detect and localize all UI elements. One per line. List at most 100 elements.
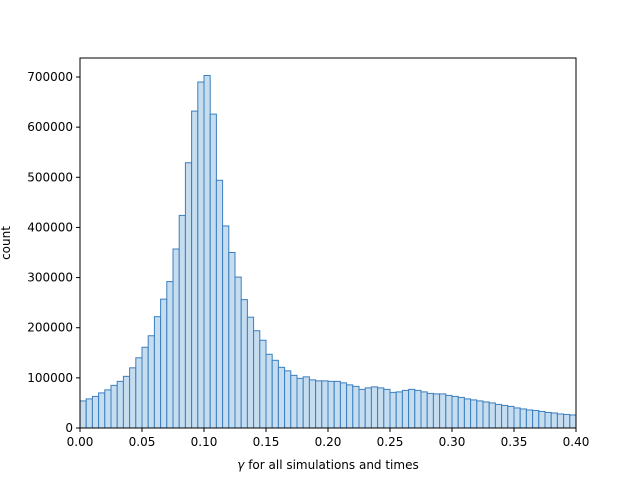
histogram-bar (166, 281, 174, 429)
x-axis-ticks: 0.00 0.05 0.10 0.15 0.20 0.25 0.30 0.35 0.40 (67, 428, 590, 449)
histogram-bar (178, 214, 186, 429)
histogram-bar (476, 400, 484, 429)
histogram-bar (538, 410, 546, 429)
histogram-bar (519, 408, 527, 429)
histogram-bar (507, 405, 515, 429)
histogram-bar (284, 370, 292, 429)
histogram-bar (457, 396, 465, 429)
x-axis-label: γ for all simulations and times (237, 458, 418, 472)
histogram-bar (160, 298, 168, 429)
x-axis-label-symbol: γ (237, 458, 245, 472)
y-tick-label: 200000 (27, 321, 73, 335)
y-tick-label: 0 (65, 421, 73, 435)
histogram-bar (104, 389, 112, 429)
histogram-bar (253, 330, 261, 429)
histogram-bar (544, 411, 552, 429)
y-axis-label: count (0, 226, 13, 260)
histogram-bar (85, 398, 93, 429)
y-axis-ticks: 0 100000 200000 300000 400000 500000 600000 700… (27, 70, 80, 435)
histogram-bar (259, 339, 267, 429)
histogram-bar (501, 404, 509, 429)
histogram-bar (488, 402, 496, 429)
histogram-bar (234, 276, 242, 429)
histogram-bar (277, 366, 286, 429)
histogram-bar (265, 353, 273, 429)
histogram-bar (525, 409, 534, 429)
histogram-bar (228, 252, 236, 429)
histogram-bars (79, 74, 577, 429)
histogram-bar (370, 386, 379, 429)
histogram-bar (222, 225, 230, 429)
histogram-bar (246, 316, 255, 429)
histogram-bar (408, 388, 416, 429)
histogram-bar (377, 387, 385, 429)
histogram-bar (432, 393, 441, 429)
histogram-bar (556, 413, 565, 429)
histogram-bar (395, 391, 403, 429)
x-tick-label: 0.20 (315, 435, 342, 449)
histogram-bar (439, 393, 447, 429)
histogram-bar (482, 401, 490, 429)
y-tick-label: 300000 (27, 271, 73, 285)
histogram-bar (141, 346, 149, 429)
histogram-bar (116, 380, 124, 429)
histogram-bar (414, 389, 422, 429)
histogram-bar (153, 316, 162, 429)
histogram-bar (532, 409, 540, 429)
y-tick-label: 400000 (27, 220, 73, 234)
x-tick-label: 0.15 (253, 435, 280, 449)
histogram-bar (302, 376, 310, 429)
histogram-bar (240, 299, 248, 429)
histogram-bar (420, 391, 428, 429)
x-tick-label: 0.05 (129, 435, 156, 449)
x-tick-label: 0.30 (439, 435, 466, 449)
x-tick-label: 0.00 (67, 435, 94, 449)
histogram-bar (470, 399, 478, 429)
histogram-bar (290, 374, 298, 429)
histogram-bar (209, 113, 217, 429)
y-tick-label: 500000 (27, 170, 73, 184)
histogram-bar (569, 414, 577, 429)
histogram-bar (389, 391, 397, 429)
x-tick-label: 0.35 (501, 435, 528, 449)
histogram-bar (563, 413, 571, 429)
x-tick-label: 0.40 (563, 435, 590, 449)
histogram-bar (494, 403, 503, 429)
y-tick-label: 600000 (27, 120, 73, 134)
histogram-bar (184, 162, 193, 429)
histogram-bar (383, 388, 391, 429)
histogram-bar (321, 380, 329, 429)
histogram-bar (352, 385, 360, 429)
histogram-bar (550, 412, 558, 429)
histogram-bar (401, 389, 410, 429)
histogram-bar (339, 382, 348, 429)
histogram-bar (147, 335, 155, 429)
histogram-bar (445, 394, 453, 429)
histogram-bar (308, 379, 317, 429)
histogram-bar (333, 380, 341, 429)
histogram-bar (191, 110, 199, 429)
histogram-bar (426, 392, 434, 429)
histogram-bar (197, 81, 205, 429)
histogram-bar (346, 384, 354, 429)
histogram-bar (315, 380, 323, 429)
histogram-bar (129, 367, 137, 429)
histogram-bar (91, 395, 100, 429)
x-tick-label: 0.25 (377, 435, 404, 449)
histogram-bar (364, 387, 372, 429)
histogram-bar (135, 357, 143, 429)
histogram-bar (122, 375, 131, 429)
histogram-bar (172, 248, 180, 429)
y-tick-label: 100000 (27, 371, 73, 385)
histogram-bar (203, 74, 211, 429)
histogram-bar (271, 359, 279, 429)
histogram-bar (327, 380, 335, 429)
histogram-bar (79, 400, 87, 429)
histogram-bar (215, 179, 224, 429)
histogram-bar (110, 384, 118, 429)
x-tick-label: 0.10 (191, 435, 218, 449)
histogram-bar (98, 392, 106, 429)
histogram-bar (451, 395, 459, 429)
histogram-bar (296, 377, 304, 429)
